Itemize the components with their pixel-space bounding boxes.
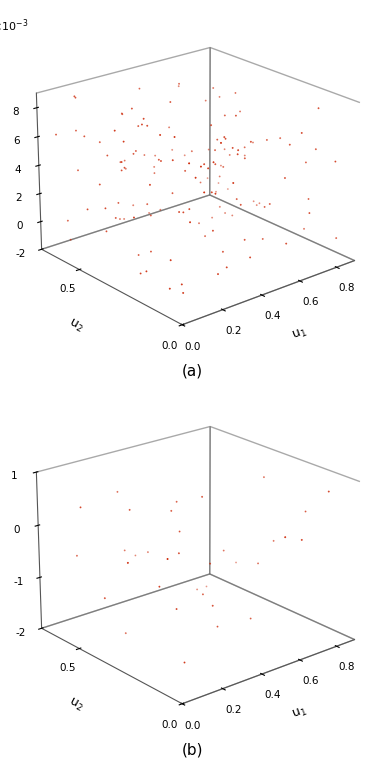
- Title: (a): (a): [182, 363, 203, 378]
- Y-axis label: u$_2$: u$_2$: [66, 317, 85, 335]
- Title: (b): (b): [181, 742, 203, 757]
- X-axis label: u$_1$: u$_1$: [290, 326, 309, 343]
- Y-axis label: u$_2$: u$_2$: [66, 696, 85, 714]
- X-axis label: u$_1$: u$_1$: [290, 705, 309, 722]
- Text: $\times 10^{-3}$: $\times 10^{-3}$: [0, 17, 29, 34]
